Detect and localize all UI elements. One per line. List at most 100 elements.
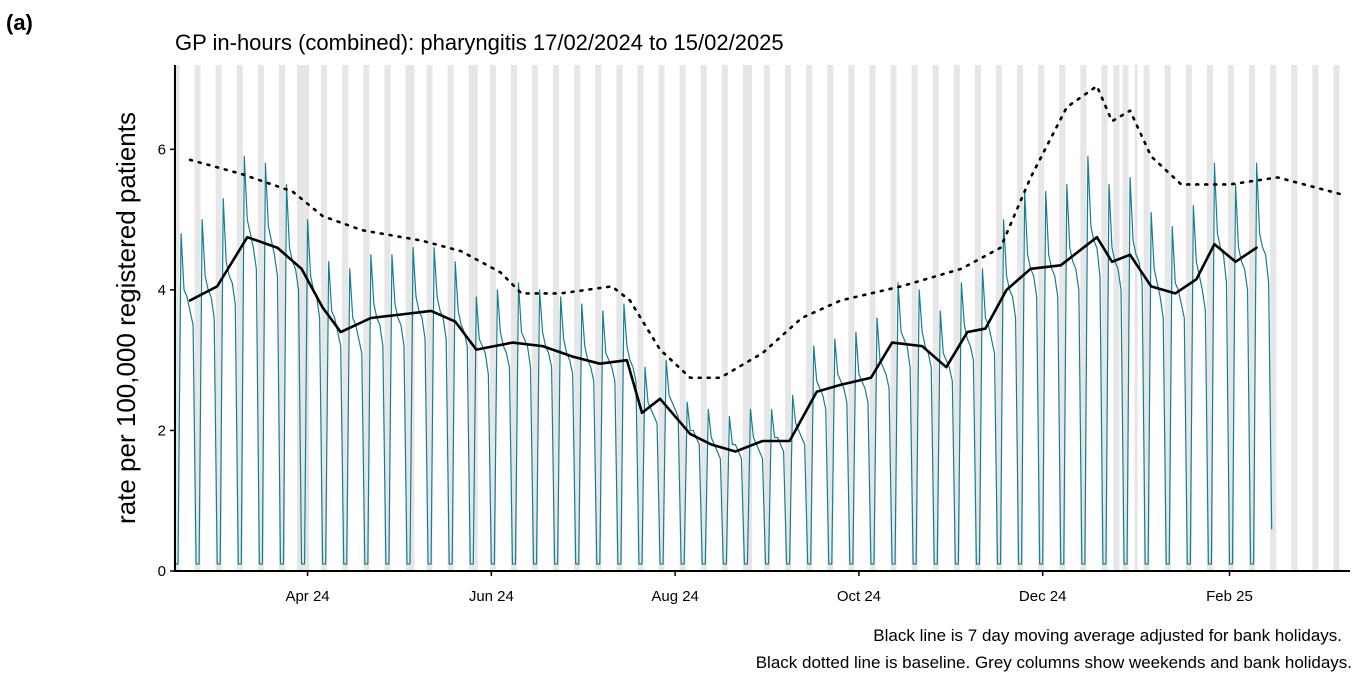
shaded-column [1336,65,1340,571]
shaded-column [218,65,222,571]
shaded-column [616,65,620,571]
shaded-column [1312,65,1316,571]
shaded-column [405,65,409,571]
shaded-column [321,65,325,571]
shaded-column [1083,65,1087,571]
shaded-column [679,65,683,571]
shaded-column [956,65,960,571]
shaded-column [788,65,792,571]
y-tick-label: 0 [158,563,166,580]
shaded-column [1113,65,1117,571]
note: Black line is 7 day moving average adjus… [873,626,1342,645]
shaded-column [848,65,852,571]
shaded-column [1101,65,1105,571]
shaded-column [300,65,304,571]
shaded-column [827,65,831,571]
shaded-column [1104,65,1108,571]
shaded-column [257,65,261,571]
x-tick-label: Oct 24 [837,588,881,605]
shaded-column [974,65,978,571]
shaded-column [1188,65,1192,571]
shaded-column [893,65,897,571]
shaded-column [342,65,346,571]
shaded-column [1167,65,1171,571]
shaded-column [703,65,707,571]
chart-title: GP in-hours (combined): pharyngitis 17/0… [175,30,784,55]
shaded-column [914,65,918,571]
shaded-column [932,65,936,571]
shaded-column [1230,65,1235,571]
shaded-column [1062,65,1066,571]
shaded-column [1273,65,1277,571]
shaded-column [384,65,388,571]
shaded-column [682,65,686,571]
shaded-column [1122,65,1126,571]
shaded-column [890,65,894,571]
shaded-column [1249,65,1253,571]
shaded-column [1146,65,1150,571]
shaded-column [363,65,367,571]
shaded-column [1291,65,1295,571]
shaded-column [345,65,349,571]
shaded-column [197,65,201,571]
shaded-column [553,65,557,571]
shaded-column [426,65,430,571]
shaded-column [1143,65,1147,571]
x-tick-label: Aug 24 [651,588,699,605]
shaded-column [1206,65,1210,571]
shaded-column [471,65,475,571]
shaded-column [1041,65,1045,571]
shaded-column [953,65,957,571]
shaded-column [1185,65,1189,571]
shaded-column [1116,65,1120,571]
shaded-column [1134,65,1138,571]
shaded-column [1164,65,1168,571]
shaded-column [598,65,602,571]
shaded-column [999,65,1003,571]
shaded-column [809,65,813,571]
shaded-column [1038,65,1042,571]
shaded-column [278,65,282,571]
y-tick-label: 2 [158,422,166,439]
shaded-column [767,65,771,571]
shaded-column [748,65,752,571]
shaded-column [830,65,834,571]
shaded-column [306,65,310,571]
x-tick-label: Dec 24 [1019,588,1067,605]
note: Black dotted line is baseline. Grey colu… [756,653,1352,672]
shaded-column [176,65,180,571]
shaded-column [658,65,662,571]
shaded-column [324,65,328,571]
shaded-column [513,65,517,571]
shaded-column [742,65,746,571]
shaded-column [721,65,725,571]
shaded-column [1080,65,1084,571]
panel-label: (a) [6,10,33,35]
shaded-column [1270,65,1274,571]
shaded-column [510,65,514,571]
shaded-column [411,65,415,571]
shaded-column [724,65,728,571]
shaded-column [619,65,623,571]
shaded-column [1059,65,1063,571]
shaded-column [1333,65,1337,571]
shaded-column [408,65,412,571]
shaded-column [236,65,240,571]
shaded-column [785,65,789,571]
shaded-column [281,65,285,571]
shaded-column [595,65,599,571]
shaded-column [1315,65,1319,571]
baseline-line [188,84,1346,380]
shaded-column [700,65,704,571]
shaded-column [260,65,264,571]
shaded-column [935,65,939,571]
shaded-column [1209,65,1213,571]
shaded-column [851,65,855,571]
shaded-column [637,65,641,571]
shaded-column [468,65,472,571]
x-tick-label: Apr 24 [285,588,329,605]
shaded-column [574,65,578,571]
shaded-column [995,65,1000,571]
